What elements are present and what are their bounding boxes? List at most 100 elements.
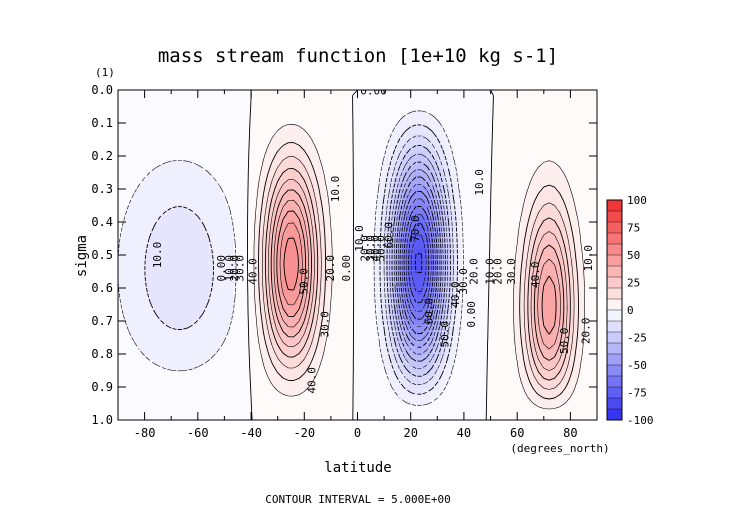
- field-cell: [593, 275, 597, 281]
- field-cell: [529, 265, 534, 271]
- field-cell: [233, 115, 239, 121]
- field-cell: [557, 120, 562, 126]
- field-cell: [501, 165, 506, 171]
- field-cell: [165, 275, 171, 281]
- field-cell: [449, 165, 454, 171]
- field-cell: [121, 155, 127, 161]
- field-cell: [557, 130, 562, 136]
- field-cell: [429, 125, 434, 131]
- field-cell: [365, 110, 371, 116]
- field-cell: [277, 110, 283, 116]
- field-cell: [249, 160, 255, 166]
- field-cell: [457, 250, 462, 256]
- field-cell: [125, 290, 131, 296]
- field-cell: [321, 250, 327, 256]
- field-cell: [201, 245, 207, 251]
- field-cell: [281, 140, 287, 146]
- field-cell: [525, 160, 530, 166]
- field-cell: [241, 250, 247, 256]
- field-cell: [237, 90, 243, 96]
- field-cell: [577, 175, 582, 181]
- field-cell: [569, 275, 574, 281]
- field-cell: [149, 255, 155, 261]
- field-cell: [393, 245, 399, 251]
- field-cell: [333, 130, 339, 136]
- field-cell: [261, 95, 267, 101]
- field-cell: [241, 100, 247, 106]
- field-cell: [249, 150, 255, 156]
- field-cell: [213, 175, 219, 181]
- field-cell: [413, 290, 418, 296]
- field-cell: [121, 135, 127, 141]
- field-cell: [429, 250, 434, 256]
- field-cell: [229, 135, 235, 141]
- field-cell: [401, 110, 406, 116]
- field-cell: [141, 215, 147, 221]
- field-cell: [373, 190, 379, 196]
- field-cell: [129, 90, 135, 96]
- field-cell: [365, 115, 371, 121]
- field-cell: [585, 90, 590, 96]
- field-cell: [521, 160, 526, 166]
- field-cell: [209, 140, 215, 146]
- field-cell: [569, 195, 574, 201]
- field-cell: [237, 280, 243, 286]
- field-cell: [413, 245, 418, 251]
- field-cell: [329, 90, 335, 96]
- field-cell: [213, 135, 219, 141]
- field-cell: [421, 165, 426, 171]
- field-cell: [297, 140, 303, 146]
- field-cell: [405, 100, 410, 106]
- field-cell: [385, 95, 391, 101]
- field-cell: [153, 140, 159, 146]
- field-cell: [521, 230, 526, 236]
- field-cell: [417, 285, 422, 291]
- field-cell: [213, 285, 219, 291]
- field-cell: [565, 265, 570, 271]
- field-cell: [249, 240, 255, 246]
- field-cell: [405, 90, 410, 96]
- field-cell: [213, 110, 219, 116]
- field-cell: [489, 125, 494, 131]
- field-cell: [437, 205, 442, 211]
- field-cell: [593, 90, 597, 96]
- field-cell: [221, 225, 227, 231]
- field-cell: [161, 225, 167, 231]
- field-cell: [373, 200, 379, 206]
- field-cell: [369, 140, 375, 146]
- field-cell: [245, 90, 251, 96]
- field-cell: [169, 275, 175, 281]
- field-cell: [437, 250, 442, 256]
- field-cell: [213, 160, 219, 166]
- field-cell: [118, 250, 123, 256]
- field-cell: [361, 95, 367, 101]
- field-cell: [509, 200, 514, 206]
- field-cell: [585, 150, 590, 156]
- field-cell: [293, 160, 299, 166]
- field-cell: [509, 285, 514, 291]
- field-cell: [485, 260, 490, 266]
- field-cell: [449, 260, 454, 266]
- field-cell: [201, 155, 207, 161]
- field-cell: [561, 180, 566, 186]
- field-cell: [373, 275, 379, 281]
- field-cell: [497, 195, 502, 201]
- field-cell: [361, 180, 367, 186]
- field-cell: [297, 190, 303, 196]
- field-cell: [333, 210, 339, 216]
- field-cell: [521, 175, 526, 181]
- field-cell: [129, 295, 135, 301]
- field-cell: [345, 275, 351, 281]
- field-cell: [137, 140, 143, 146]
- field-cell: [493, 260, 498, 266]
- field-cell: [453, 280, 458, 286]
- field-cell: [433, 140, 438, 146]
- field-cell: [405, 250, 410, 256]
- field-cell: [265, 290, 271, 296]
- field-cell: [469, 175, 474, 181]
- field-cell: [441, 230, 446, 236]
- field-cell: [317, 135, 323, 141]
- field-cell: [465, 195, 470, 201]
- field-cell: [345, 200, 351, 206]
- field-cell: [305, 200, 311, 206]
